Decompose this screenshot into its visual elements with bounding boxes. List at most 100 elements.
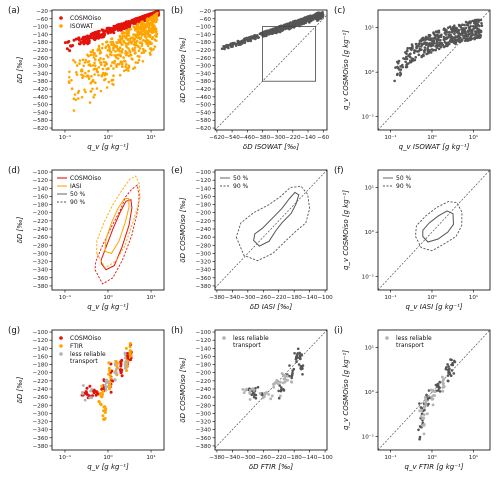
data-point [105,378,109,382]
data-point [290,376,294,380]
data-point [105,86,109,89]
data-point [66,40,70,44]
data-point [121,63,124,66]
data-point [296,347,300,351]
x-tick-label: 10⁻¹ [384,454,396,461]
data-point [110,37,113,41]
data-point [97,58,101,62]
data-point [101,42,104,46]
y-tick-label: −340 [33,71,49,77]
data-point [477,20,480,24]
data-point [438,390,442,393]
data-point [107,366,111,370]
data-point [304,19,307,23]
data-point [432,39,436,43]
legend-label: 50 % [396,175,412,182]
legend-marker [59,352,63,356]
y-tick-label: −220 [196,379,212,385]
data-point [431,43,435,46]
data-point [89,90,93,93]
data-point [94,36,98,40]
y-tick-label: −580 [33,118,49,124]
data-point [249,388,252,392]
data-point [306,18,310,22]
data-point [459,25,463,29]
data-point [283,374,287,377]
data-point [269,30,273,34]
data-point [127,69,130,72]
y-axis-label: δD COSMOiso [‰] [179,37,187,103]
y-tick-label: −280 [33,243,49,249]
data-point [254,387,257,390]
data-point [442,384,446,388]
data-point [139,41,143,44]
data-point [433,390,437,394]
data-point [429,51,433,54]
x-tick-label: −300 [270,135,286,141]
data-point [248,38,251,42]
data-point [428,35,431,38]
data-point [119,360,123,364]
data-point [100,74,103,77]
data-point [450,358,453,362]
data-point [82,35,86,39]
data-point [436,30,440,34]
data-point [90,74,93,78]
data-point [420,45,423,48]
y-tick-label: 10⁻¹ [362,274,374,281]
data-point [72,109,76,112]
data-point [457,32,461,35]
data-point [430,48,434,51]
data-point [108,373,112,377]
data-point [103,405,107,409]
data-point [442,35,446,39]
y-tick-label: −300 [33,64,49,70]
data-point [459,40,462,44]
data-point [254,34,258,38]
data-point [469,34,473,38]
data-point [435,40,439,44]
data-point [87,54,90,58]
data-point [123,351,127,355]
panel-f: 10⁻¹ 10⁰ 10¹ 10⁻¹ 10⁰ 10¹ q_v IASI [g kg⁻¹] q_v… [334,166,491,311]
data-point [413,49,416,52]
x-tick-label: 10¹ [469,134,478,141]
data-point [414,56,418,59]
data-point [86,60,89,64]
data-point [434,48,438,52]
y-tick-label: 10⁰ [365,229,375,236]
data-point [127,28,131,31]
data-point [124,346,128,350]
data-point [105,54,108,57]
data-point [439,39,442,42]
y-tick-label: −380 [196,79,212,85]
x-tick-label: −140 [300,135,316,141]
axes-frame [51,169,165,291]
data-point [279,394,282,398]
y-tick-label: −260 [33,56,49,62]
data-point [425,412,429,416]
data-point [146,44,150,48]
data-point [439,42,443,46]
data-point [461,23,464,27]
data-point [115,46,118,49]
data-point [109,27,113,30]
x-tick-label: −260 [256,295,272,301]
data-point [98,49,102,52]
data-point [420,48,423,51]
y-tick-label: 10⁰ [365,69,375,76]
x-tick-label: 10⁰ [427,454,437,461]
y-tick-label: −380 [33,444,49,450]
data-point [83,61,87,64]
y-tick-label: −180 [196,363,212,369]
series-less-reliable-transport [241,372,294,401]
data-point [155,39,158,43]
data-point [101,67,105,71]
data-point [427,45,430,48]
plot-area [378,330,490,450]
data-point [113,54,116,57]
y-tick-label: −320 [33,420,49,426]
data-point [78,38,81,42]
data-point [134,61,137,64]
plot-area [378,170,490,290]
